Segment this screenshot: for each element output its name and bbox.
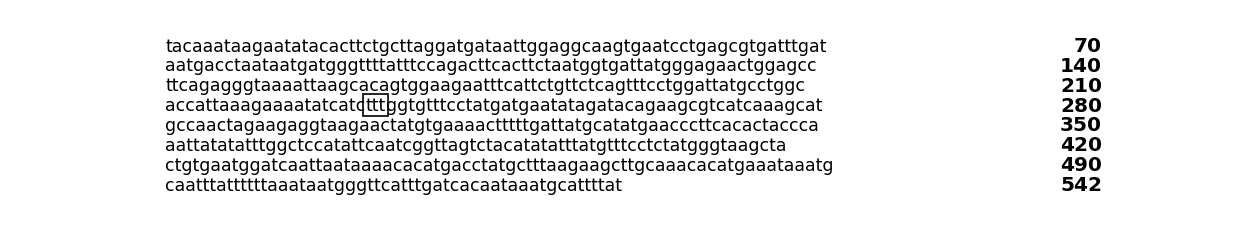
Text: aatgacctaataatgatgggttttatttccagacttcacttctaatggtgattatgggagaactggagcc: aatgacctaataatgatgggttttatttccagacttcact… — [165, 57, 817, 75]
Text: 420: 420 — [1060, 136, 1102, 155]
Text: tacaaataagaatatacacttctgcttaggatgataattggaggcaagtgaatcctgagcgtgatttgat: tacaaataagaatatacacttctgcttaggatgataattg… — [165, 37, 826, 55]
Text: accattaaagaaaatatcatc: accattaaagaaaatatcatc — [165, 97, 366, 115]
Text: 542: 542 — [1060, 175, 1102, 194]
Text: 70: 70 — [1074, 37, 1102, 56]
Text: aattatatatttggctccatattcaatcggttagtctacatatatttatgtttcctctatgggtaagcta: aattatatatttggctccatattcaatcggttagtctaca… — [165, 136, 786, 154]
Text: ctgtgaatggatcaattaataaaacacatgacctatgctttaagaagcttgcaaacacatgaaataaatg: ctgtgaatggatcaattaataaaacacatgacctatgctt… — [165, 156, 833, 174]
Text: 140: 140 — [1060, 57, 1102, 76]
Bar — [363, 95, 388, 117]
Text: ggtgtttcctatgatgaatatagatacagaagcgtcatcaaagcat: ggtgtttcctatgatgaatatagatacagaagcgtcatca… — [386, 97, 822, 115]
Text: 210: 210 — [1060, 76, 1102, 95]
Text: 350: 350 — [1060, 116, 1102, 135]
Text: 490: 490 — [1060, 155, 1102, 175]
Text: ttt: ttt — [366, 97, 386, 115]
Text: ttcagagggtaaaattaagcacagtggaagaatttcattctgttctcagtttcctggattatgcctggc: ttcagagggtaaaattaagcacagtggaagaatttcattc… — [165, 77, 805, 95]
Text: gccaactagaagaggtaagaactatgtgaaaactttttgattatgcatatgaacccttcacactaccca: gccaactagaagaggtaagaactatgtgaaaactttttga… — [165, 116, 818, 134]
Text: 280: 280 — [1060, 96, 1102, 115]
Text: caatttattttttaaataatgggttcatttgatcacaataaatgcattttat: caatttattttttaaataatgggttcatttgatcacaata… — [165, 176, 622, 194]
